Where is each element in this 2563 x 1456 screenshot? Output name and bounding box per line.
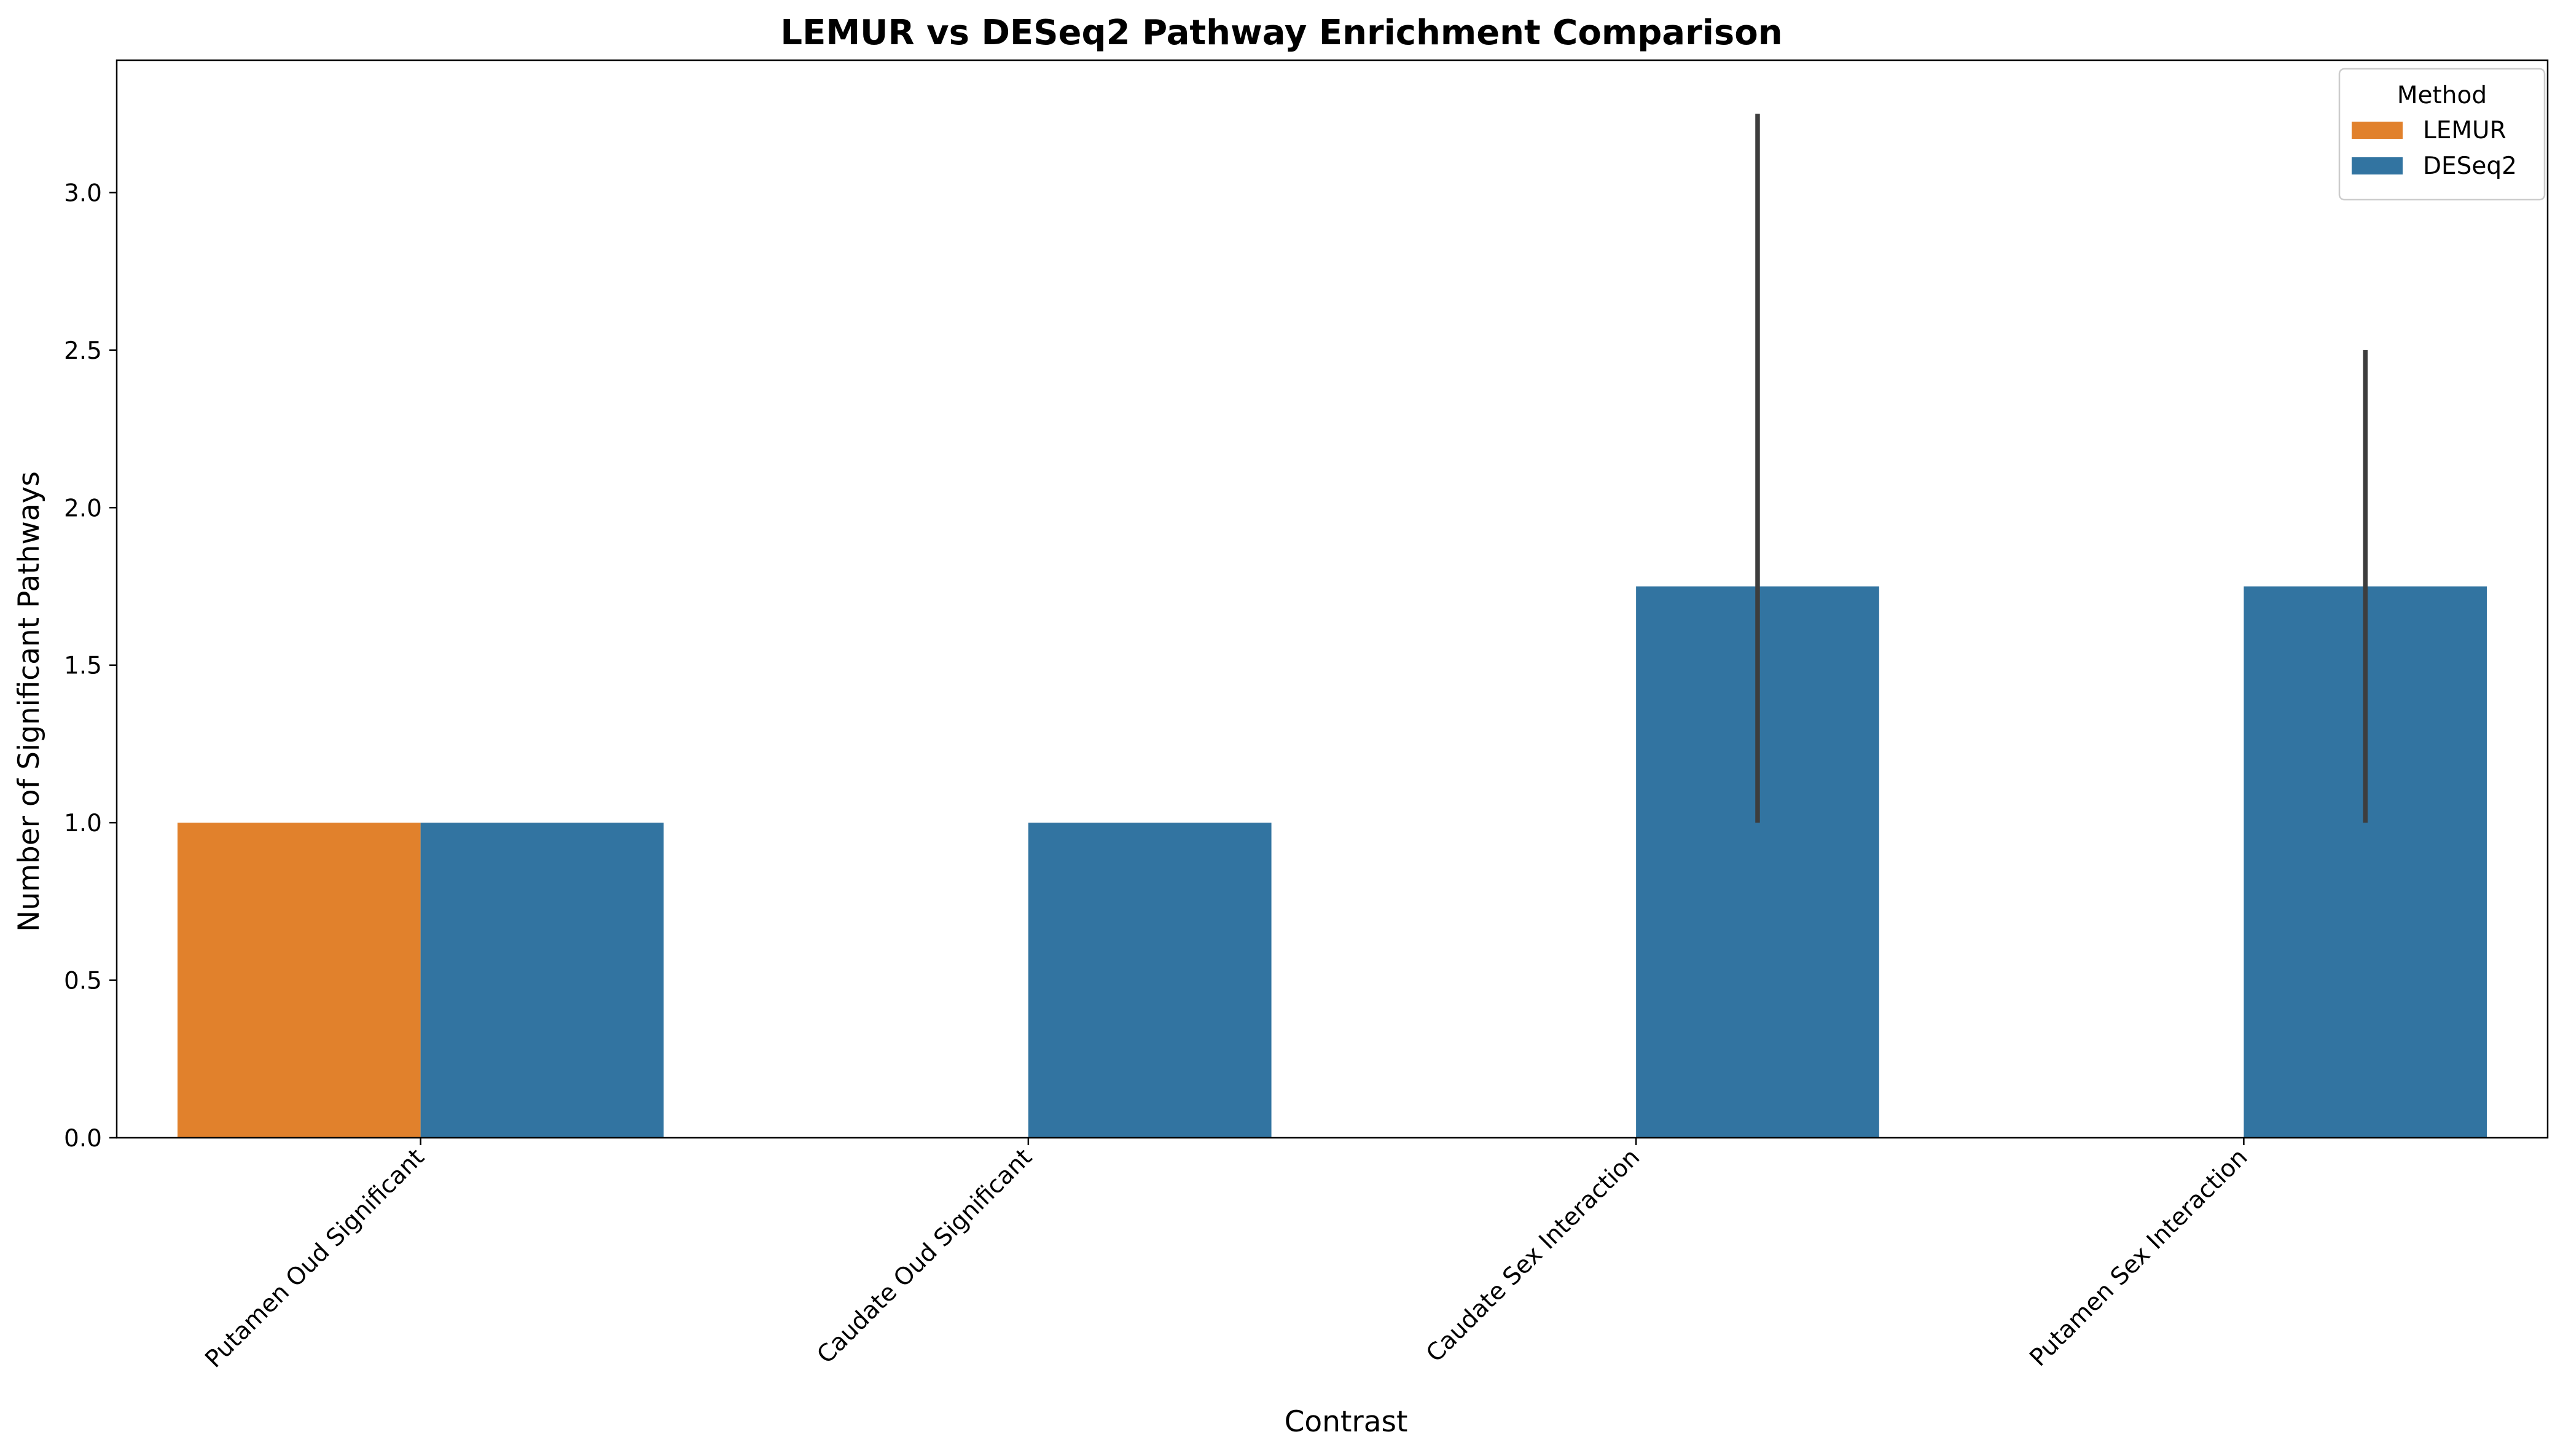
x-tick-label: Caudate Sex Interaction <box>1421 1143 1645 1368</box>
legend-swatch-lemur <box>2352 122 2403 139</box>
chart-title: LEMUR vs DESeq2 Pathway Enrichment Compa… <box>780 13 1782 53</box>
bar-deseq2-1 <box>1028 823 1272 1138</box>
legend: Method LEMUR DESeq2 <box>2338 68 2546 201</box>
bar-lemur-0 <box>177 823 421 1138</box>
x-tick-label: Caudate Oud Significant <box>812 1143 1038 1369</box>
plot-area: 0.0 0.5 1.0 1.5 2.0 2.5 3.0 Putamen Oud Signifi… <box>64 59 2549 1373</box>
y-tick-label: 1.0 <box>64 810 102 837</box>
y-tick-label: 0.0 <box>64 1125 102 1153</box>
x-axis-label: Contrast <box>1285 1405 1408 1439</box>
x-tick-label: Putamen Oud Significant <box>200 1143 429 1373</box>
y-tick-label: 1.5 <box>64 652 102 680</box>
plot-frame <box>115 59 2549 1139</box>
legend-swatch-deseq2 <box>2352 157 2403 174</box>
y-axis-label: Number of Significant Pathways <box>12 471 46 932</box>
y-tick-label: 2.0 <box>64 495 102 522</box>
y-tick-label: 3.0 <box>64 179 102 207</box>
legend-label-deseq2: DESeq2 <box>2423 152 2517 180</box>
legend-label-lemur: LEMUR <box>2423 117 2506 144</box>
y-tick-label: 2.5 <box>64 337 102 365</box>
legend-title: Method <box>2397 82 2487 109</box>
bar-deseq2-0 <box>420 823 664 1138</box>
x-tick-label: Putamen Sex Interaction <box>2025 1143 2253 1372</box>
y-tick-label: 0.5 <box>64 968 102 995</box>
